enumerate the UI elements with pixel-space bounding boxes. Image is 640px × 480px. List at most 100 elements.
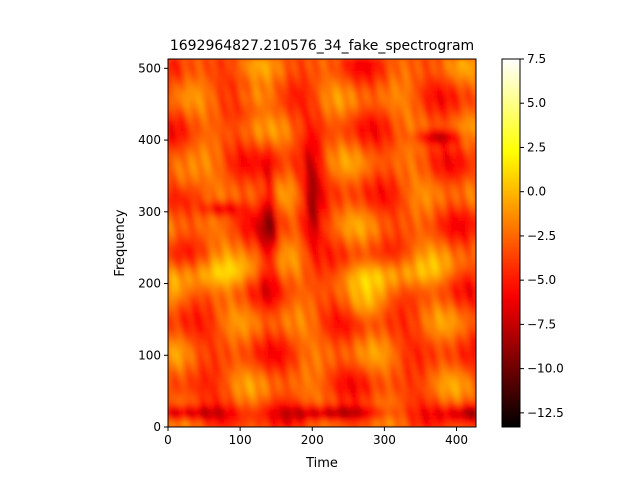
heatmap-cell bbox=[307, 312, 312, 317]
heatmap-cell bbox=[250, 365, 255, 371]
heatmap-cell bbox=[271, 377, 277, 382]
heatmap-cell bbox=[246, 296, 251, 302]
heatmap-cell bbox=[185, 97, 191, 102]
heatmap-cell bbox=[322, 89, 327, 95]
heatmap-cell bbox=[218, 327, 223, 332]
heatmap-cell bbox=[210, 200, 216, 206]
heatmap-cell bbox=[236, 250, 241, 256]
heatmap-cell bbox=[275, 300, 280, 305]
heatmap-cell bbox=[200, 292, 205, 298]
heatmap-cell bbox=[296, 181, 302, 187]
heatmap-cell bbox=[225, 392, 230, 397]
heatmap-cell bbox=[264, 204, 269, 210]
heatmap-cell bbox=[307, 78, 312, 83]
heatmap-cell bbox=[207, 101, 212, 106]
heatmap-cell bbox=[175, 174, 180, 179]
heatmap-cell bbox=[336, 128, 341, 133]
heatmap-cell bbox=[343, 158, 348, 164]
heatmap-cell bbox=[200, 185, 205, 190]
heatmap-cell bbox=[178, 254, 183, 259]
heatmap-cell bbox=[250, 354, 255, 359]
heatmap-cell bbox=[322, 423, 327, 427]
heatmap-cell bbox=[289, 338, 294, 344]
heatmap-cell bbox=[289, 227, 294, 233]
heatmap-cell bbox=[347, 354, 352, 359]
heatmap-cell bbox=[246, 361, 251, 367]
heatmap-cell bbox=[282, 70, 287, 75]
heatmap-cell bbox=[296, 369, 302, 374]
heatmap-cell bbox=[232, 407, 237, 413]
heatmap-cell bbox=[243, 139, 248, 144]
heatmap-cell bbox=[350, 342, 355, 348]
heatmap-cell bbox=[178, 396, 183, 401]
heatmap-cell bbox=[300, 296, 305, 302]
heatmap-cell bbox=[243, 266, 248, 271]
heatmap-cell bbox=[193, 197, 198, 202]
heatmap-cell bbox=[178, 377, 183, 382]
heatmap-cell bbox=[232, 342, 237, 348]
heatmap-cell bbox=[210, 281, 216, 286]
heatmap-cell bbox=[185, 170, 191, 175]
heatmap-cell bbox=[257, 342, 262, 348]
heatmap-cell bbox=[214, 419, 219, 424]
heatmap-cell bbox=[264, 361, 269, 367]
heatmap-cell bbox=[200, 112, 205, 118]
heatmap-cell bbox=[200, 82, 205, 87]
heatmap-cell bbox=[296, 120, 302, 125]
heatmap-cell bbox=[318, 208, 323, 213]
heatmap-cell bbox=[225, 216, 230, 221]
heatmap-cell bbox=[279, 373, 284, 378]
heatmap-cell bbox=[293, 239, 298, 244]
heatmap-cell bbox=[193, 254, 198, 259]
heatmap-cell bbox=[261, 200, 266, 206]
heatmap-cell bbox=[193, 174, 198, 179]
heatmap-cell bbox=[257, 273, 262, 279]
heatmap-cell bbox=[189, 254, 194, 259]
heatmap-cell bbox=[239, 361, 244, 367]
heatmap-cell bbox=[210, 423, 216, 427]
heatmap-cell bbox=[350, 166, 355, 171]
heatmap-cell bbox=[243, 358, 248, 363]
heatmap-cell bbox=[253, 158, 259, 164]
heatmap-cell bbox=[253, 411, 259, 417]
heatmap-cell bbox=[286, 158, 291, 164]
heatmap-cell bbox=[221, 331, 226, 336]
heatmap-cell bbox=[228, 423, 234, 427]
heatmap-cell bbox=[271, 193, 277, 198]
heatmap-cell bbox=[182, 296, 187, 302]
heatmap-cell bbox=[239, 396, 244, 401]
heatmap-cell bbox=[271, 258, 277, 263]
heatmap-cell bbox=[168, 151, 173, 156]
heatmap-cell bbox=[178, 120, 183, 125]
heatmap-cell bbox=[289, 335, 294, 340]
heatmap-cell bbox=[350, 124, 355, 129]
heatmap-cell bbox=[200, 358, 205, 363]
heatmap-cell bbox=[246, 338, 251, 344]
heatmap-cell bbox=[268, 350, 273, 355]
heatmap-cell bbox=[250, 381, 255, 386]
heatmap-cell bbox=[275, 258, 280, 263]
heatmap-cell bbox=[347, 204, 352, 210]
heatmap-cell bbox=[325, 62, 330, 68]
heatmap-cell bbox=[243, 262, 248, 267]
heatmap-cell bbox=[336, 204, 341, 210]
heatmap-cell bbox=[332, 350, 337, 355]
heatmap-cell bbox=[354, 415, 359, 420]
heatmap-cell bbox=[253, 200, 259, 206]
heatmap-cell bbox=[239, 369, 244, 374]
heatmap-cell bbox=[168, 384, 173, 390]
heatmap-cell bbox=[218, 128, 223, 133]
heatmap-cell bbox=[271, 285, 277, 290]
heatmap-cell bbox=[286, 85, 291, 91]
heatmap-cell bbox=[347, 319, 352, 325]
heatmap-cell bbox=[282, 85, 287, 91]
heatmap-cell bbox=[329, 97, 334, 102]
heatmap-cell bbox=[296, 411, 302, 417]
heatmap-cell bbox=[329, 143, 334, 148]
heatmap-cell bbox=[221, 258, 226, 263]
heatmap-cell bbox=[203, 315, 208, 321]
heatmap-cell bbox=[336, 239, 341, 244]
heatmap-cell bbox=[336, 189, 341, 194]
heatmap-cell bbox=[228, 174, 234, 179]
heatmap-cell bbox=[268, 131, 273, 137]
